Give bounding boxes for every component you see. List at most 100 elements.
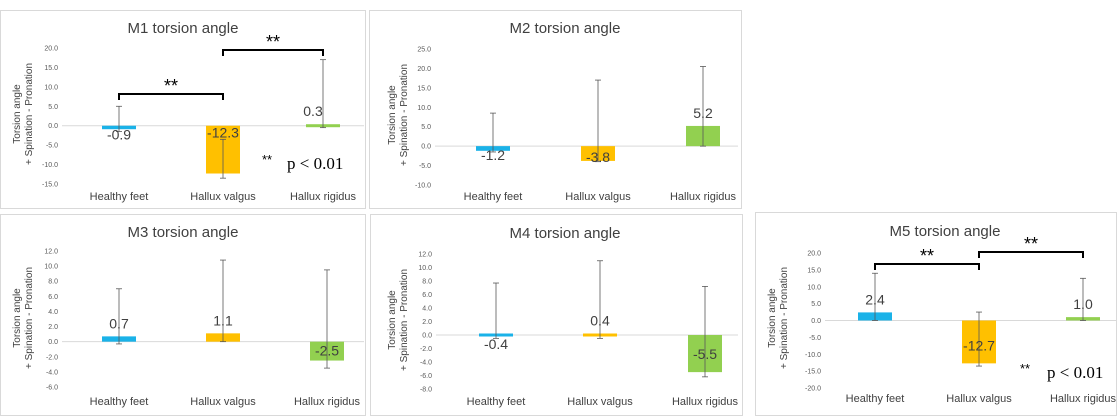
y-axis-label-line2: + Spination - Pronation: [24, 63, 35, 165]
category-label: Hallux valgus: [946, 393, 1012, 405]
significance-bracket: [978, 251, 1084, 258]
category-label: Hallux valgus: [190, 191, 256, 203]
note-stars: **: [262, 152, 272, 167]
y-tick-label: 10.0: [417, 105, 431, 112]
y-tick-label: -5.0: [419, 163, 431, 170]
y-tick-label: 8.0: [48, 279, 58, 286]
category-label: Healthy feet: [467, 396, 526, 408]
y-tick-label: -2.0: [420, 346, 432, 353]
y-tick-label: -8.0: [420, 387, 432, 394]
y-tick-label: -15.0: [42, 182, 58, 189]
y-tick-label: -5.0: [46, 143, 58, 150]
y-tick-label: 8.0: [422, 279, 432, 286]
data-label: 2.4: [865, 291, 885, 307]
chart-title: M2 torsion angle: [510, 20, 621, 37]
y-tick-label: -10.0: [805, 352, 821, 359]
data-label: -3.8: [586, 149, 610, 165]
y-tick-label: 20.0: [807, 251, 821, 258]
y-tick-label: 5.0: [48, 104, 58, 111]
data-label: -12.7: [963, 338, 995, 354]
y-tick-label: 6.0: [422, 292, 432, 299]
significance-stars: **: [1024, 234, 1038, 254]
y-tick-label: 10.0: [418, 265, 432, 272]
panel-frame: [0, 214, 366, 416]
y-tick-label: 0.0: [421, 144, 431, 151]
data-label: 5.2: [693, 105, 713, 121]
y-tick-label: 6.0: [48, 294, 58, 301]
chart-panel-2: M2 torsion angle 25.0 20.0 15.0 10.0 5.0 0.0 -5…: [369, 10, 742, 209]
y-tick-label: -15.0: [805, 369, 821, 376]
y-axis-label-line2: + Spination - Pronation: [779, 267, 790, 369]
y-axis-label-line1: Torsion angle: [767, 288, 778, 348]
y-tick-label: 20.0: [44, 46, 58, 53]
significance-stars: **: [920, 246, 934, 266]
y-tick-label: 10.0: [44, 84, 58, 91]
chart-title: M3 torsion angle: [128, 224, 239, 241]
y-axis-label: Torsion angle+ Spination - Pronation: [12, 63, 35, 165]
category-label: Hallux rigidus: [670, 191, 737, 203]
y-axis-label-line2: + Spination - Pronation: [399, 269, 410, 371]
data-label: -0.4: [484, 336, 508, 352]
data-label: -2.5: [315, 343, 339, 359]
y-tick-label: -4.0: [420, 360, 432, 367]
y-tick-label: -10.0: [415, 183, 431, 190]
y-tick-label: 2.0: [48, 324, 58, 331]
y-tick-label: 4.0: [48, 309, 58, 316]
significance-bracket: [222, 49, 324, 56]
y-tick-label: 12.0: [44, 249, 58, 256]
y-axis-label-line1: Torsion angle: [12, 84, 23, 144]
category-label: Hallux rigidus: [1050, 393, 1117, 405]
y-axis-label-line2: + Spination - Pronation: [399, 64, 410, 166]
chart-panel-5: M5 torsion angle 20.0 15.0 10.0 5.0 0.0 -5.0 -1…: [755, 212, 1117, 416]
y-tick-label: 5.0: [421, 124, 431, 131]
y-tick-label: -2.0: [46, 354, 58, 361]
category-label: Healthy feet: [90, 191, 149, 203]
panel-frame: [369, 10, 742, 209]
y-axis-label: Torsion angle+ Spination - Pronation: [387, 269, 410, 371]
y-tick-label: 15.0: [417, 85, 431, 92]
category-label: Hallux rigidus: [294, 396, 361, 408]
chart-title: M1 torsion angle: [128, 20, 239, 37]
category-label: Hallux valgus: [567, 396, 633, 408]
significance-stars: **: [164, 76, 178, 96]
significance-bracket: [874, 263, 980, 270]
panel-frame: [370, 214, 743, 416]
panel-frame: [0, 10, 366, 209]
y-tick-label: -20.0: [805, 386, 821, 393]
category-label: Hallux rigidus: [672, 396, 739, 408]
y-tick-label: 12.0: [418, 252, 432, 259]
y-tick-label: 0.0: [811, 318, 821, 325]
chart-panel-1: M1 torsion angle 20.0 15.0 10.0 5.0 0.0 -5.0 -1…: [0, 10, 366, 209]
y-tick-label: 15.0: [807, 267, 821, 274]
y-tick-label: 25.0: [417, 47, 431, 54]
category-label: Hallux rigidus: [290, 191, 357, 203]
data-label: -5.5: [693, 346, 717, 362]
data-label: 0.3: [303, 103, 323, 119]
y-tick-label: 10.0: [807, 284, 821, 291]
y-axis-label-line2: + Spination - Pronation: [24, 267, 35, 369]
y-axis-label: Torsion angle+ Spination - Pronation: [767, 267, 790, 369]
category-label: Healthy feet: [464, 191, 523, 203]
y-tick-label: 10.0: [44, 264, 58, 271]
chart-panel-4: M4 torsion angle 12.0 10.0 8.0 6.0 4.0 2.0 0.0 -…: [370, 214, 743, 416]
y-tick-label: 0.0: [48, 339, 58, 346]
data-label: 0.4: [590, 313, 610, 329]
y-tick-label: 2.0: [422, 319, 432, 326]
chart-title: M5 torsion angle: [890, 223, 1001, 240]
significance-stars: **: [266, 32, 280, 52]
category-label: Healthy feet: [90, 396, 149, 408]
y-tick-label: 20.0: [417, 66, 431, 73]
chart-title: M4 torsion angle: [510, 225, 621, 242]
category-label: Hallux valgus: [565, 191, 631, 203]
p-value-note: p < 0.01: [1047, 363, 1103, 382]
note-stars: **: [1020, 361, 1030, 376]
y-tick-label: -6.0: [420, 373, 432, 380]
y-tick-label: 0.0: [422, 333, 432, 340]
data-label: 0.7: [109, 315, 129, 331]
y-tick-label: -4.0: [46, 369, 58, 376]
y-axis-label-line1: Torsion angle: [12, 288, 23, 348]
data-label: -0.9: [107, 127, 131, 143]
y-axis-label: Torsion angle+ Spination - Pronation: [387, 64, 410, 166]
y-tick-label: 15.0: [44, 65, 58, 72]
